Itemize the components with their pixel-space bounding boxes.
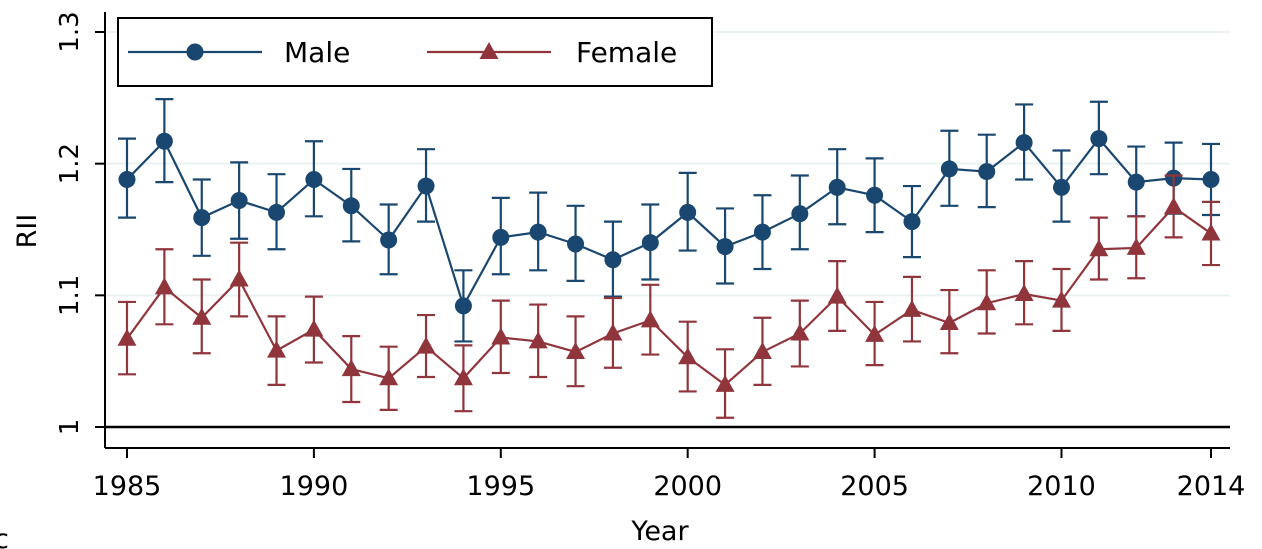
male-point bbox=[866, 186, 884, 204]
female-point bbox=[1051, 290, 1071, 308]
male-point bbox=[567, 235, 585, 253]
female-point bbox=[678, 347, 698, 365]
x-tick-label-1985: 1985 bbox=[93, 471, 162, 502]
female-point bbox=[1164, 197, 1184, 215]
y-tick-label-1-3: 1.3 bbox=[55, 11, 85, 52]
female-point bbox=[379, 368, 399, 386]
x-axis-label: Year bbox=[630, 516, 689, 547]
x-tick-label-2010: 2010 bbox=[1027, 471, 1096, 502]
female-point bbox=[528, 331, 548, 349]
legend-item-female: Female bbox=[427, 36, 677, 69]
x-axis-ticks: 1985 1990 1995 2000 2005 2010 2014 bbox=[93, 448, 1246, 502]
x-tick-label-1995: 1995 bbox=[466, 471, 535, 502]
female-point bbox=[192, 307, 212, 325]
female-point bbox=[566, 341, 586, 359]
male-point bbox=[753, 223, 771, 241]
female-point bbox=[640, 310, 660, 328]
male-point bbox=[529, 223, 547, 241]
female-point bbox=[267, 340, 287, 358]
x-tick-label-2014: 2014 bbox=[1177, 471, 1246, 502]
female-point bbox=[902, 299, 922, 317]
male-point bbox=[903, 213, 921, 231]
female-point bbox=[603, 323, 623, 341]
male-point bbox=[791, 205, 809, 223]
axes bbox=[104, 12, 1230, 449]
female-point bbox=[1126, 237, 1146, 255]
male-point bbox=[305, 170, 323, 188]
female-point bbox=[229, 269, 249, 287]
x-tick-label-2005: 2005 bbox=[840, 471, 909, 502]
male-point bbox=[641, 234, 659, 252]
male-point bbox=[230, 192, 248, 210]
y-tick-label-1-1: 1.1 bbox=[55, 275, 85, 316]
male-point bbox=[1015, 134, 1033, 152]
y-tick-label-1: 1 bbox=[55, 419, 85, 436]
male-point bbox=[380, 231, 398, 249]
legend-label-female: Female bbox=[576, 36, 677, 69]
male-point bbox=[940, 160, 958, 178]
male-point bbox=[1090, 130, 1108, 148]
y-axis-label: RII bbox=[12, 214, 43, 249]
female-point bbox=[341, 359, 361, 377]
male-point bbox=[978, 163, 996, 181]
male-point bbox=[1202, 170, 1220, 188]
female-point bbox=[715, 374, 735, 392]
y-tick-label-1-2: 1.2 bbox=[55, 143, 85, 184]
male-point bbox=[118, 170, 136, 188]
female-point bbox=[416, 336, 436, 354]
series-male bbox=[118, 98, 1220, 343]
legend-label-male: Male bbox=[284, 36, 350, 69]
y-axis-ticks: 1 1.1 1.2 1.3 bbox=[55, 11, 105, 435]
male-point bbox=[828, 178, 846, 196]
male-point bbox=[604, 251, 622, 269]
female-point bbox=[1014, 284, 1034, 302]
female-point bbox=[752, 341, 772, 359]
male-point bbox=[417, 177, 435, 195]
legend-marker-male bbox=[186, 43, 204, 61]
female-point bbox=[865, 324, 885, 342]
x-tick-label-1990: 1990 bbox=[280, 471, 349, 502]
female-point bbox=[1201, 223, 1221, 241]
male-point bbox=[454, 297, 472, 315]
female-point bbox=[453, 368, 473, 386]
legend-item-male: Male bbox=[128, 36, 350, 69]
female-point bbox=[304, 319, 324, 337]
female-point bbox=[1089, 239, 1109, 257]
male-point bbox=[193, 209, 211, 227]
female-point bbox=[977, 293, 997, 311]
female-point bbox=[154, 277, 174, 295]
x-tick-label-2000: 2000 bbox=[653, 471, 722, 502]
male-point bbox=[716, 238, 734, 256]
male-point bbox=[155, 132, 173, 150]
male-point bbox=[1052, 178, 1070, 196]
female-point bbox=[790, 323, 810, 341]
male-point bbox=[1127, 173, 1145, 191]
legend: Male Female bbox=[117, 17, 713, 87]
male-point bbox=[492, 228, 510, 246]
female-point bbox=[939, 312, 959, 330]
series-layer bbox=[117, 98, 1221, 419]
legend-marker-female bbox=[479, 42, 499, 59]
female-point bbox=[827, 286, 847, 304]
male-point bbox=[268, 203, 286, 221]
male-point bbox=[679, 203, 697, 221]
female-point bbox=[491, 327, 511, 345]
series-female bbox=[117, 174, 1221, 419]
female-point bbox=[117, 328, 137, 346]
corner-mark: c bbox=[0, 524, 9, 549]
male-point bbox=[342, 197, 360, 215]
